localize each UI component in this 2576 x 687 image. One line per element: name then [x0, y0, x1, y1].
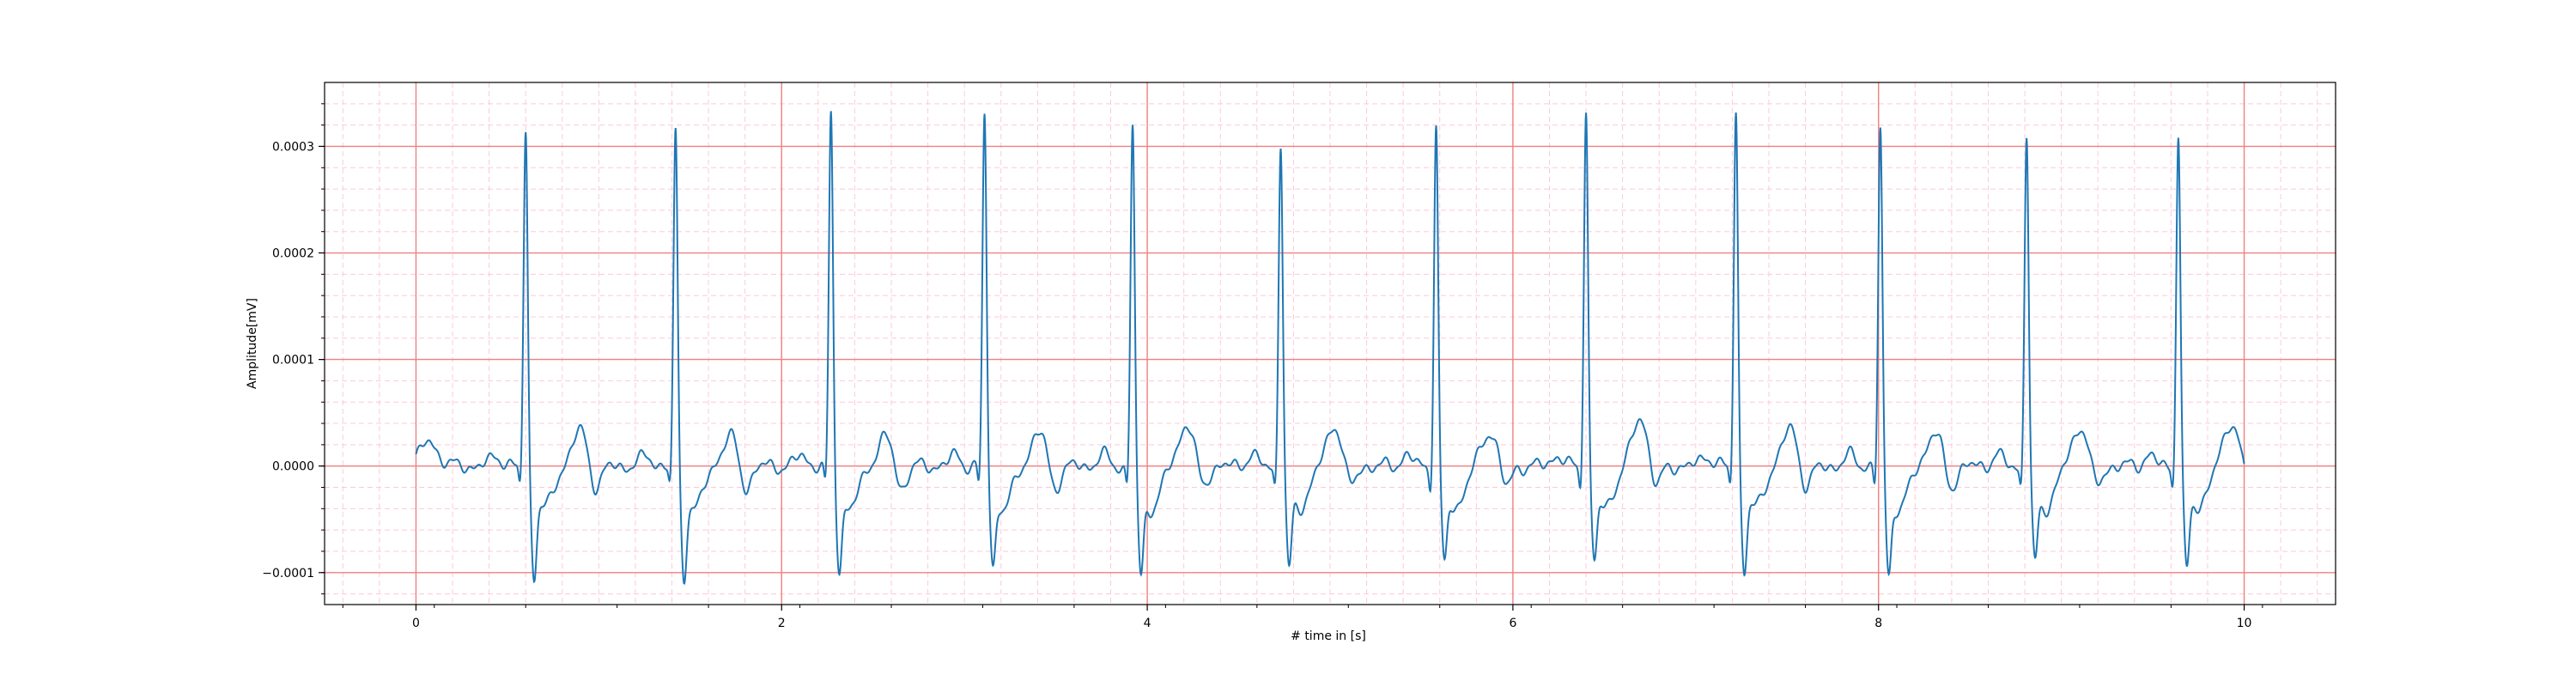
x-tick-label: 8	[1874, 617, 1882, 630]
x-tick-label: 4	[1144, 617, 1151, 630]
minor-grid	[325, 82, 2336, 605]
y-axis-label: Amplitude[mV]	[246, 298, 259, 389]
ecg-series-line	[415, 111, 2245, 585]
y-tick-label: 0.0001	[272, 354, 314, 368]
x-axis-label: # time in [s]	[1291, 629, 1366, 643]
x-tick-label: 10	[2237, 617, 2252, 630]
y-tick-label: 0.0002	[272, 247, 314, 261]
y-tick-label: 0.0003	[272, 140, 314, 154]
x-tick-label: 6	[1509, 617, 1516, 630]
plot-area-frame	[324, 82, 2336, 605]
x-axis-ticks: 0 2 4 6 8 10	[342, 605, 2263, 630]
y-tick-label: −0.0001	[262, 567, 314, 581]
y-axis-ticks: −0.0001 0.0000 0.0001 0.0002 0.0003	[262, 103, 325, 595]
y-tick-label: 0.0000	[272, 460, 314, 474]
x-tick-label: 2	[778, 617, 786, 630]
x-tick-label: 0	[412, 617, 420, 630]
major-grid	[325, 82, 2336, 605]
